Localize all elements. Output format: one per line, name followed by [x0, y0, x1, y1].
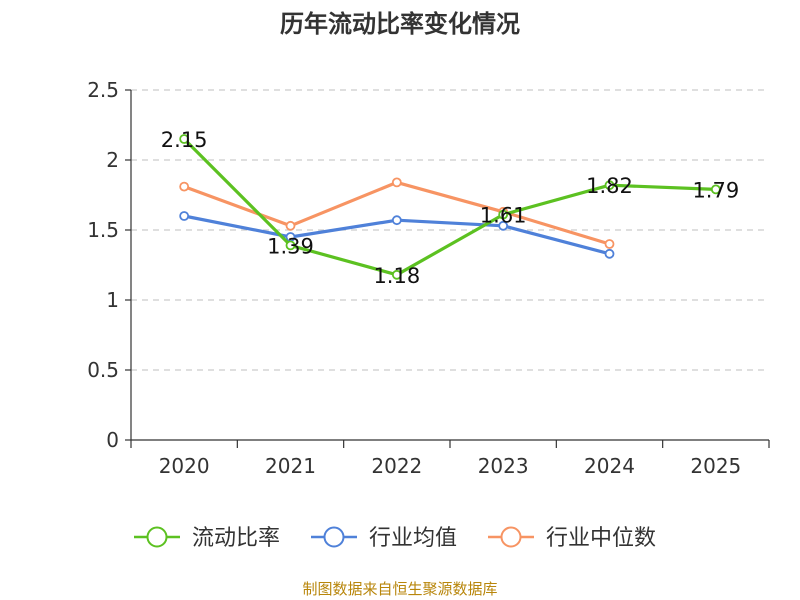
data-point [604, 248, 615, 259]
data-label: 1.82 [586, 174, 633, 198]
x-tick-label: 2025 [690, 454, 741, 478]
legend-marker [323, 526, 345, 548]
data-point [604, 180, 615, 191]
x-tick-label: 2022 [371, 454, 422, 478]
data-point [498, 220, 509, 231]
data-point [498, 209, 509, 220]
data-label: 1.61 [480, 204, 527, 228]
x-tick-label: 2021 [265, 454, 316, 478]
data-point [391, 177, 402, 188]
source-note: 制图数据来自恒生聚源数据库 [302, 580, 498, 598]
chart-title: 历年流动比率变化情况 [280, 10, 520, 38]
data-label: 2.15 [161, 128, 208, 152]
legend-label: 流动比率 [192, 526, 280, 551]
data-point [391, 215, 402, 226]
data-point [604, 239, 615, 249]
y-tick-label: 2.5 [87, 78, 119, 102]
y-tick-label: 0 [106, 428, 119, 452]
x-tick-label: 2020 [159, 454, 210, 478]
data-point [179, 134, 190, 144]
legend-label: 行业均值 [369, 526, 457, 551]
legend-marker [146, 526, 168, 548]
series-line-0 [183, 137, 716, 277]
data-label: 1.39 [267, 234, 314, 258]
y-tick-label: 1 [106, 288, 119, 312]
data-label: 1.18 [373, 264, 420, 288]
y-tick-label: 1.5 [87, 218, 119, 242]
y-tick-label: 0.5 [87, 358, 119, 382]
data-point [179, 211, 190, 221]
data-point [285, 220, 296, 231]
legend-label: 行业中位数 [546, 526, 656, 551]
x-tick-label: 2024 [584, 454, 635, 478]
series-line-2 [183, 180, 610, 246]
data-label: 1.79 [692, 178, 739, 202]
data-point [179, 181, 190, 192]
legend-marker [500, 526, 522, 548]
data-point [391, 269, 402, 280]
y-tick-label: 2 [106, 148, 119, 172]
x-tick-label: 2023 [478, 454, 529, 478]
data-point [285, 240, 296, 251]
data-point [710, 184, 721, 195]
